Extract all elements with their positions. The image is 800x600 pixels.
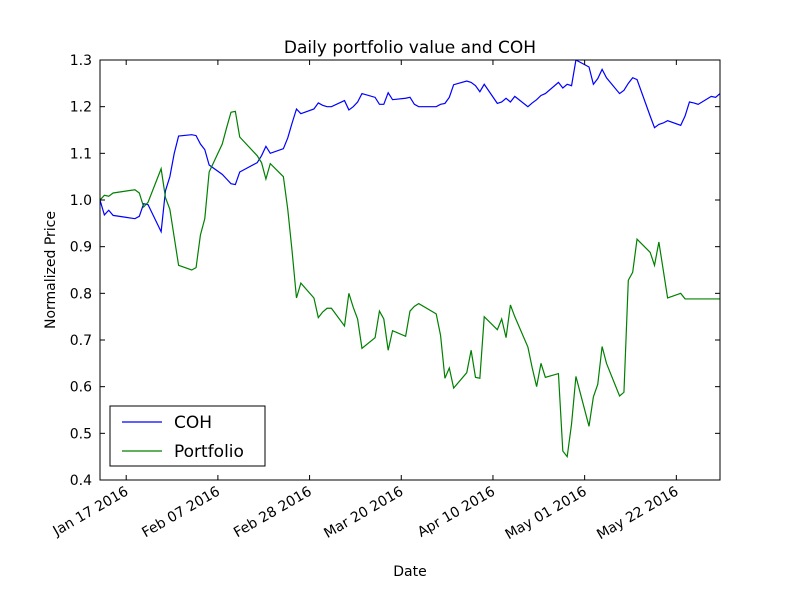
chart-title: Daily portfolio value and COH — [284, 38, 536, 58]
y-tick-label: 1.0 — [70, 193, 92, 209]
y-tick-label: 0.8 — [70, 286, 92, 302]
y-axis-title: Normalized Price — [43, 211, 59, 329]
y-tick-label: 1.3 — [70, 53, 92, 69]
x-axis-title: Date — [393, 564, 426, 580]
series-layer — [100, 60, 720, 459]
y-tick-label: 0.9 — [70, 240, 92, 256]
y-tick-label: 1.2 — [70, 100, 92, 116]
series-line-portfolio — [100, 110, 720, 459]
y-tick-label: 0.6 — [70, 380, 92, 396]
legend-box — [109, 405, 266, 467]
y-tick-label: 0.7 — [70, 333, 92, 349]
y-axis: 0.4 0.5 0.6 0.7 0.8 0.9 1.0 1.1 1.2 1.3 — [70, 53, 720, 489]
y-tick-label: 0.5 — [70, 426, 92, 442]
y-tick-label: 0.4 — [70, 473, 92, 489]
y-tick-label: 1.1 — [70, 146, 92, 162]
plot-frame — [99, 59, 721, 481]
legend-label-coh: COH — [174, 413, 212, 433]
legend-label-portfolio: Portfolio — [174, 442, 244, 462]
series-line-coh — [100, 60, 720, 234]
legend: COH Portfolio — [109, 405, 266, 467]
